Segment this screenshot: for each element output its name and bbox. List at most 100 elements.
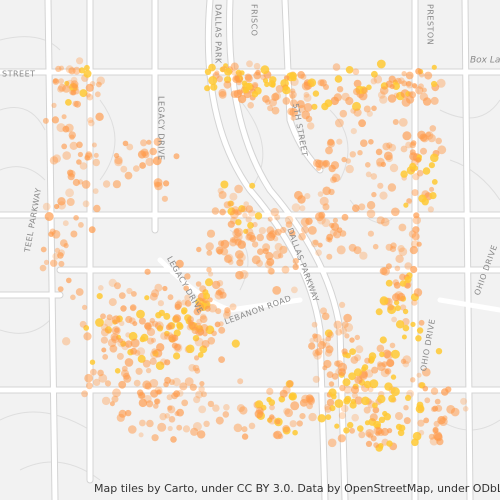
heat-dot <box>317 191 324 197</box>
heat-dot <box>383 151 393 161</box>
heat-dot <box>160 332 169 340</box>
heat-dot <box>220 239 230 249</box>
heat-dot <box>301 81 311 91</box>
heat-dot <box>291 75 297 82</box>
heat-dot <box>243 201 249 207</box>
heat-dot <box>207 337 216 345</box>
heat-dot <box>307 397 315 406</box>
heat-dot <box>52 154 61 163</box>
heat-dot <box>411 83 418 89</box>
heat-dot <box>155 361 165 371</box>
heat-dot <box>415 157 422 163</box>
heat-dot <box>395 320 405 329</box>
heat-dot <box>206 229 216 238</box>
heat-dot <box>249 182 256 189</box>
heat-dot <box>229 303 237 311</box>
heat-dot <box>164 330 170 337</box>
heat-dot <box>363 105 371 113</box>
heat-dot <box>379 336 387 344</box>
heat-dot <box>157 300 164 307</box>
heat-dot <box>430 96 439 105</box>
heat-dot <box>317 414 326 423</box>
heat-dot <box>229 238 238 247</box>
heat-dot <box>224 307 231 314</box>
heat-dot <box>361 87 369 94</box>
heat-dot <box>60 239 68 247</box>
heat-dot <box>228 259 234 265</box>
heat-dot <box>394 305 401 312</box>
heat-dot <box>328 188 335 196</box>
heat-dot <box>89 359 96 365</box>
heat-dot <box>365 440 373 447</box>
heat-dot <box>296 420 303 427</box>
heat-dot <box>237 240 246 249</box>
heat-dot <box>236 209 243 216</box>
heat-dot <box>333 320 342 329</box>
heat-dot <box>275 419 281 425</box>
heat-dot <box>306 402 313 410</box>
heat-dot <box>398 247 408 256</box>
heat-dot <box>377 361 383 367</box>
heat-dot <box>196 318 203 325</box>
heat-dot <box>130 347 138 355</box>
heat-dot <box>112 388 121 398</box>
heat-dot <box>58 260 65 267</box>
heat-dot <box>109 401 115 407</box>
heat-dot <box>216 75 223 83</box>
heat-dot <box>204 305 211 312</box>
heat-dot <box>224 67 233 76</box>
heat-dot <box>204 85 211 92</box>
heat-dot <box>343 427 350 434</box>
heat-dot <box>307 122 315 130</box>
heat-dot <box>342 321 349 328</box>
heat-dot <box>144 268 151 275</box>
heat-dot <box>329 381 335 387</box>
heat-dot <box>291 286 298 294</box>
heat-dot <box>102 354 109 360</box>
street-label: LEGACY DRIVE <box>157 96 166 161</box>
heat-dot <box>343 397 351 405</box>
heat-dot <box>326 253 333 260</box>
heat-dot <box>279 389 288 398</box>
heat-dot <box>274 214 281 221</box>
heat-dot <box>139 336 146 343</box>
heat-dot <box>409 246 418 255</box>
heat-dot <box>220 247 229 256</box>
heat-dot <box>325 335 332 342</box>
heat-dot <box>425 131 434 140</box>
heat-dot <box>336 86 344 93</box>
heat-dot <box>245 216 252 223</box>
heat-dot <box>62 84 71 93</box>
heat-dot <box>198 385 205 393</box>
heat-dot <box>86 93 94 101</box>
heat-dot <box>266 258 275 266</box>
heat-dot <box>335 328 343 336</box>
heat-dot <box>436 78 446 88</box>
heat-dot <box>243 228 249 234</box>
heat-dot <box>425 131 432 138</box>
heat-dot <box>181 299 188 306</box>
heat-dot <box>325 414 332 420</box>
heat-dot <box>266 226 275 235</box>
heat-dot <box>113 152 120 159</box>
heat-dot <box>122 140 129 147</box>
heat-dot <box>128 331 138 341</box>
heat-dot <box>390 242 397 249</box>
heat-dot <box>368 139 374 145</box>
heat-dot <box>229 192 238 201</box>
heat-dot <box>299 399 308 407</box>
heat-dot <box>151 348 158 355</box>
heat-dot <box>146 139 152 145</box>
heat-dot <box>327 138 335 146</box>
heat-dot <box>166 394 173 401</box>
heat-dot <box>222 411 230 418</box>
heat-dot <box>97 369 104 377</box>
heat-dot <box>138 398 148 408</box>
heat-dot <box>175 259 184 268</box>
heat-dot <box>138 317 146 325</box>
heat-dot <box>423 417 430 424</box>
heat-dot <box>266 387 274 395</box>
heat-dot <box>69 141 78 150</box>
heat-dot <box>391 207 400 217</box>
